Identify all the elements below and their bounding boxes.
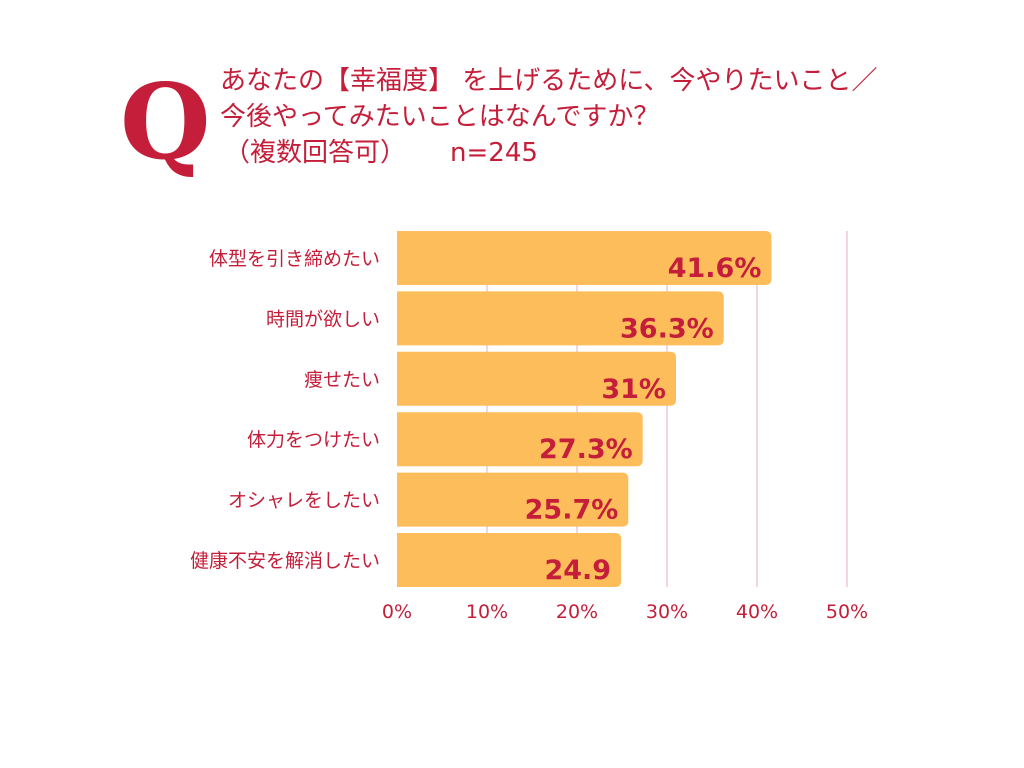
category-label: 時間が欲しい <box>266 308 380 330</box>
question-line-2: 今後やってみたいことはなんですか？ <box>220 102 660 132</box>
data-label: 25.7% <box>525 495 619 526</box>
sample-size: n=245 <box>450 138 538 168</box>
bars <box>397 231 772 587</box>
category-labels: 体型を引き締めたい時間が欲しい痩せたい体力をつけたいオシャレをしたい健康不安を解… <box>190 248 380 572</box>
data-label: 36.3% <box>620 313 714 344</box>
x-tick-label: 0% <box>382 601 412 623</box>
data-label: 31% <box>601 374 666 405</box>
bar <box>397 291 724 346</box>
q-mark: Q <box>120 60 211 183</box>
bar <box>397 472 629 527</box>
category-label: 体力をつけたい <box>247 429 380 451</box>
x-tick-label: 20% <box>556 601 598 623</box>
category-label: 痩せたい <box>304 369 380 391</box>
question-line-3: （複数回答可） n=245 <box>220 135 980 171</box>
x-tick-label: 40% <box>736 601 778 623</box>
category-label: 健康不安を解消したい <box>190 550 380 572</box>
data-label: 24.9 <box>544 555 611 586</box>
category-label: オシャレをしたい <box>228 490 380 512</box>
x-axis-ticks: 0% 10% 20% 30% 40% 50% <box>382 601 868 623</box>
x-tick-label: 30% <box>646 601 688 623</box>
x-tick-label: 10% <box>466 601 508 623</box>
category-label: 体型を引き締めたい <box>209 248 380 270</box>
multiple-answer-note: （複数回答可） <box>224 138 407 168</box>
question-line-1: あなたの【幸福度】 を上げるために、今やりたいこと／ <box>220 66 878 96</box>
data-label: 41.6% <box>668 253 762 284</box>
bar <box>397 231 772 285</box>
bar <box>397 533 622 587</box>
question-text: あなたの【幸福度】 を上げるために、今やりたいこと／ 今後やってみたいことはなん… <box>220 63 980 171</box>
x-tick-label: 50% <box>826 601 868 623</box>
bar <box>397 351 676 406</box>
data-label: 27.3% <box>539 434 633 465</box>
grid-lines <box>486 231 848 587</box>
data-labels: 41.6% 36.3% 31% 27.3% 25.7% 24.9 <box>525 253 762 586</box>
bar <box>397 412 643 467</box>
